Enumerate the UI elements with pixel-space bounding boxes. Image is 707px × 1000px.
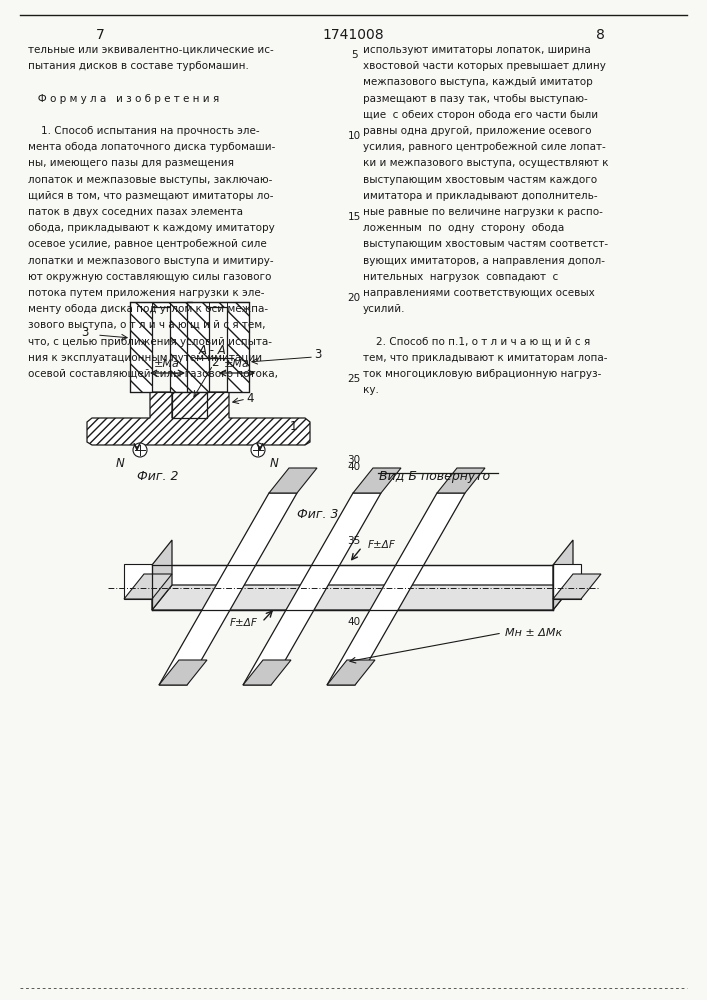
Text: А - А: А - А <box>199 344 227 357</box>
Text: 3: 3 <box>315 349 322 361</box>
Text: Фиг. 2: Фиг. 2 <box>137 470 179 483</box>
Polygon shape <box>159 493 297 685</box>
Polygon shape <box>243 493 381 685</box>
Text: 2: 2 <box>211 356 218 368</box>
Polygon shape <box>152 585 573 610</box>
Text: усилия, равного центробежной силе лопат-: усилия, равного центробежной силе лопат- <box>363 142 606 152</box>
Text: 7: 7 <box>95 28 105 42</box>
Text: 10: 10 <box>347 131 361 141</box>
Polygon shape <box>87 392 310 445</box>
Text: усилий.: усилий. <box>363 304 406 314</box>
Circle shape <box>133 443 147 457</box>
Polygon shape <box>269 468 317 493</box>
Text: имитатора и прикладывают дополнитель-: имитатора и прикладывают дополнитель- <box>363 191 597 201</box>
Circle shape <box>251 443 265 457</box>
Polygon shape <box>159 660 207 685</box>
Text: 8: 8 <box>595 28 604 42</box>
Polygon shape <box>553 540 573 610</box>
Text: размещают в пазу так, чтобы выступаю-: размещают в пазу так, чтобы выступаю- <box>363 94 588 104</box>
Text: 3: 3 <box>81 326 88 338</box>
Text: 1: 1 <box>289 420 297 434</box>
Text: щие  с обеих сторон обода его части были: щие с обеих сторон обода его части были <box>363 110 598 120</box>
Text: 5: 5 <box>351 50 357 60</box>
Text: ку.: ку. <box>363 385 379 395</box>
Text: Вид Б повернуто: Вид Б повернуто <box>380 470 491 483</box>
Text: осевой составляющей силы газового потока,: осевой составляющей силы газового потока… <box>28 369 278 379</box>
Text: тельные или эквивалентно-циклические ис-: тельные или эквивалентно-циклические ис- <box>28 45 274 55</box>
Text: нительных  нагрузок  совпадают  с: нительных нагрузок совпадают с <box>363 272 559 282</box>
Text: ные равные по величине нагрузки к распо-: ные равные по величине нагрузки к распо- <box>363 207 603 217</box>
Text: потока путем приложения нагрузки к эле-: потока путем приложения нагрузки к эле- <box>28 288 264 298</box>
Text: используют имитаторы лопаток, ширина: используют имитаторы лопаток, ширина <box>363 45 591 55</box>
Text: паток в двух соседних пазах элемента: паток в двух соседних пазах элемента <box>28 207 243 217</box>
Text: F±ΔF: F±ΔF <box>368 540 396 550</box>
Text: тем, что прикладывают к имитаторам лопа-: тем, что прикладывают к имитаторам лопа- <box>363 353 607 363</box>
Text: 15: 15 <box>347 212 361 222</box>
Text: равны одна другой, приложение осевого: равны одна другой, приложение осевого <box>363 126 592 136</box>
Text: F±ΔF: F±ΔF <box>230 618 258 628</box>
Text: ния к эксплуатационным путем имитации: ния к эксплуатационным путем имитации <box>28 353 262 363</box>
Polygon shape <box>124 564 152 599</box>
Text: направлениями соответствующих осевых: направлениями соответствующих осевых <box>363 288 595 298</box>
Text: щийся в том, что размещают имитаторы ло-: щийся в том, что размещают имитаторы ло- <box>28 191 274 201</box>
Polygon shape <box>553 574 601 599</box>
Polygon shape <box>130 302 192 392</box>
Text: Mн ± ΔMк: Mн ± ΔMк <box>505 628 562 638</box>
Polygon shape <box>437 468 485 493</box>
Text: хвостовой части которых превышает длину: хвостовой части которых превышает длину <box>363 61 606 71</box>
Text: ток многоцикловую вибрационную нагруз-: ток многоцикловую вибрационную нагруз- <box>363 369 602 379</box>
Text: мента обода лопаточного диска турбомаши-: мента обода лопаточного диска турбомаши- <box>28 142 275 152</box>
Polygon shape <box>243 660 291 685</box>
Text: менту обода диска под углом к оси межпа-: менту обода диска под углом к оси межпа- <box>28 304 268 314</box>
Text: 1741008: 1741008 <box>322 28 384 42</box>
Text: зового выступа, о т л и ч а ю щ и й с я тем,: зового выступа, о т л и ч а ю щ и й с я … <box>28 320 266 330</box>
Text: лопатки и межпазового выступа и имитиру-: лопатки и межпазового выступа и имитиру- <box>28 256 274 266</box>
Text: ны, имеющего пазы для размещения: ны, имеющего пазы для размещения <box>28 158 234 168</box>
Polygon shape <box>172 392 207 418</box>
Text: 35: 35 <box>347 536 361 546</box>
Text: N: N <box>269 457 279 470</box>
Polygon shape <box>353 468 401 493</box>
Text: ±Ma: ±Ma <box>154 359 180 369</box>
Text: ложенным  по  одну  сторону  обода: ложенным по одну сторону обода <box>363 223 564 233</box>
Text: 25: 25 <box>347 374 361 384</box>
Text: выступающим хвостовым частям каждого: выступающим хвостовым частям каждого <box>363 175 597 185</box>
Polygon shape <box>553 564 581 599</box>
Polygon shape <box>327 493 465 685</box>
Text: что, с целью приближения условий испыта-: что, с целью приближения условий испыта- <box>28 337 272 347</box>
Text: межпазового выступа, каждый имитатор: межпазового выступа, каждый имитатор <box>363 77 592 87</box>
Polygon shape <box>152 540 172 610</box>
Text: ±Ma: ±Ma <box>224 359 250 369</box>
Text: Фиг. 3: Фиг. 3 <box>297 508 339 521</box>
Text: 1. Способ испытания на прочность эле-: 1. Способ испытания на прочность эле- <box>28 126 259 136</box>
Text: пытания дисков в составе турбомашин.: пытания дисков в составе турбомашин. <box>28 61 249 71</box>
Text: осевое усилие, равное центробежной силе: осевое усилие, равное центробежной силе <box>28 239 267 249</box>
Text: ки и межпазового выступа, осуществляют к: ки и межпазового выступа, осуществляют к <box>363 158 609 168</box>
Text: ют окружную составляющую силы газового: ют окружную составляющую силы газового <box>28 272 271 282</box>
Polygon shape <box>327 660 375 685</box>
Polygon shape <box>187 302 249 392</box>
Text: лопаток и межпазовые выступы, заключаю-: лопаток и межпазовые выступы, заключаю- <box>28 175 272 185</box>
Text: вующих имитаторов, а направления допол-: вующих имитаторов, а направления допол- <box>363 256 605 266</box>
Text: 40: 40 <box>347 617 361 627</box>
Text: Ф о р м у л а   и з о б р е т е н и я: Ф о р м у л а и з о б р е т е н и я <box>28 94 219 104</box>
Text: выступающим хвостовым частям соответст-: выступающим хвостовым частям соответст- <box>363 239 608 249</box>
Text: обода, прикладывают к каждому имитатору: обода, прикладывают к каждому имитатору <box>28 223 275 233</box>
Text: N: N <box>116 457 124 470</box>
Text: 2. Способ по п.1, о т л и ч а ю щ и й с я: 2. Способ по п.1, о т л и ч а ю щ и й с … <box>363 337 590 347</box>
Text: 30: 30 <box>347 455 361 465</box>
Text: 20: 20 <box>347 293 361 303</box>
Text: 40: 40 <box>347 462 361 472</box>
Polygon shape <box>124 574 172 599</box>
Polygon shape <box>152 565 553 610</box>
Text: 4: 4 <box>246 391 254 404</box>
